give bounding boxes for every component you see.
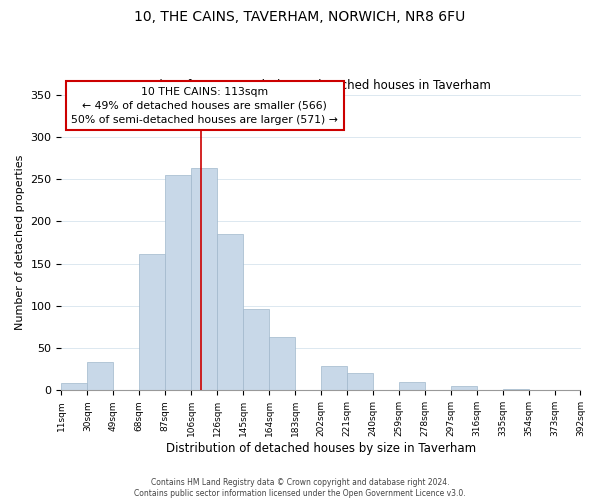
Bar [269, 337, 295, 390]
Text: 10 THE CAINS: 113sqm
← 49% of detached houses are smaller (566)
50% of semi-deta: 10 THE CAINS: 113sqm ← 49% of detached h… [71, 86, 338, 124]
Bar [503, 388, 529, 390]
Bar [243, 309, 269, 390]
Bar [451, 386, 476, 390]
Bar [321, 366, 347, 390]
Y-axis label: Number of detached properties: Number of detached properties [15, 155, 25, 330]
Bar [139, 254, 165, 390]
Bar [217, 234, 243, 390]
Bar [347, 372, 373, 390]
Bar [61, 382, 88, 390]
Bar [165, 175, 191, 390]
X-axis label: Distribution of detached houses by size in Taverham: Distribution of detached houses by size … [166, 442, 476, 455]
Text: 10, THE CAINS, TAVERHAM, NORWICH, NR8 6FU: 10, THE CAINS, TAVERHAM, NORWICH, NR8 6F… [134, 10, 466, 24]
Bar [399, 382, 425, 390]
Bar [88, 362, 113, 390]
Text: Contains HM Land Registry data © Crown copyright and database right 2024.
Contai: Contains HM Land Registry data © Crown c… [134, 478, 466, 498]
Title: Size of property relative to detached houses in Taverham: Size of property relative to detached ho… [152, 79, 490, 92]
Bar [191, 168, 217, 390]
